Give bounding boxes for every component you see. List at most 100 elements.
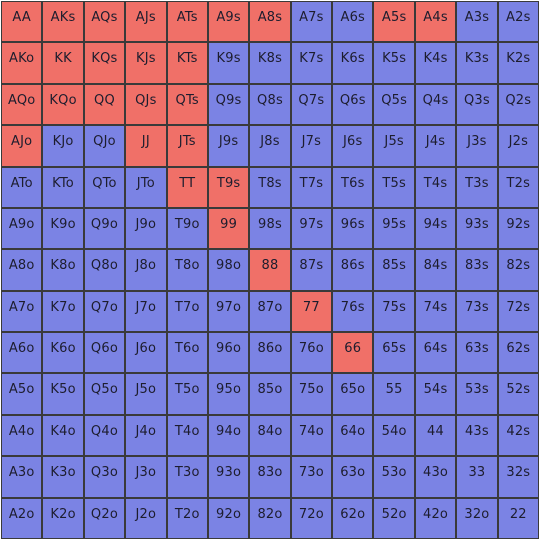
hand-cell-j9o[interactable]: J9o bbox=[126, 208, 166, 249]
hand-cell-qjo[interactable]: QJo bbox=[84, 126, 125, 166]
hand-cell-k2s[interactable]: K2s bbox=[498, 43, 538, 83]
hand-cell-53o[interactable]: 53o bbox=[374, 457, 414, 497]
hand-cell-73o[interactable]: 73o bbox=[291, 457, 332, 497]
hand-cell-t2s[interactable]: T2s bbox=[498, 167, 538, 207]
hand-cell-j6s[interactable]: J6s bbox=[333, 126, 373, 166]
hand-cell-jto[interactable]: JTo bbox=[126, 167, 166, 207]
hand-cell-j9s[interactable]: J9s bbox=[208, 126, 249, 166]
hand-cell-a7o[interactable]: A7o bbox=[2, 291, 42, 332]
hand-cell-jj[interactable]: JJ bbox=[126, 126, 166, 166]
hand-cell-52o[interactable]: 52o bbox=[374, 498, 414, 538]
hand-cell-t5s[interactable]: T5s bbox=[374, 167, 414, 207]
hand-cell-86s[interactable]: 86s bbox=[333, 250, 373, 290]
hand-cell-k7o[interactable]: K7o bbox=[43, 291, 83, 332]
hand-cell-j4o[interactable]: J4o bbox=[126, 415, 166, 456]
hand-cell-t4s[interactable]: T4s bbox=[415, 167, 456, 207]
hand-cell-98o[interactable]: 98o bbox=[208, 250, 249, 290]
hand-cell-a5s[interactable]: A5s bbox=[374, 2, 414, 42]
hand-cell-q8o[interactable]: Q8o bbox=[84, 250, 125, 290]
hand-cell-66[interactable]: 66 bbox=[333, 333, 373, 373]
hand-cell-97o[interactable]: 97o bbox=[208, 291, 249, 332]
hand-cell-k2o[interactable]: K2o bbox=[43, 498, 83, 538]
hand-cell-j6o[interactable]: J6o bbox=[126, 333, 166, 373]
hand-cell-84o[interactable]: 84o bbox=[250, 415, 290, 456]
hand-cell-k8o[interactable]: K8o bbox=[43, 250, 83, 290]
hand-cell-92o[interactable]: 92o bbox=[208, 498, 249, 538]
hand-cell-k9s[interactable]: K9s bbox=[208, 43, 249, 83]
hand-cell-94s[interactable]: 94s bbox=[415, 208, 456, 249]
hand-cell-85s[interactable]: 85s bbox=[374, 250, 414, 290]
hand-cell-t7s[interactable]: T7s bbox=[291, 167, 332, 207]
hand-cell-77[interactable]: 77 bbox=[291, 291, 332, 332]
hand-cell-a3s[interactable]: A3s bbox=[457, 2, 497, 42]
hand-cell-93o[interactable]: 93o bbox=[208, 457, 249, 497]
hand-cell-a2s[interactable]: A2s bbox=[498, 2, 538, 42]
hand-cell-k6s[interactable]: K6s bbox=[333, 43, 373, 83]
hand-cell-83s[interactable]: 83s bbox=[457, 250, 497, 290]
hand-cell-j4s[interactable]: J4s bbox=[415, 126, 456, 166]
hand-cell-j3s[interactable]: J3s bbox=[457, 126, 497, 166]
hand-cell-75s[interactable]: 75s bbox=[374, 291, 414, 332]
hand-cell-t9o[interactable]: T9o bbox=[167, 208, 207, 249]
hand-cell-74s[interactable]: 74s bbox=[415, 291, 456, 332]
hand-cell-33[interactable]: 33 bbox=[457, 457, 497, 497]
hand-cell-qjs[interactable]: QJs bbox=[126, 84, 166, 125]
hand-cell-42o[interactable]: 42o bbox=[415, 498, 456, 538]
hand-cell-43o[interactable]: 43o bbox=[415, 457, 456, 497]
hand-cell-k7s[interactable]: K7s bbox=[291, 43, 332, 83]
hand-cell-qts[interactable]: QTs bbox=[167, 84, 207, 125]
hand-cell-qto[interactable]: QTo bbox=[84, 167, 125, 207]
hand-cell-92s[interactable]: 92s bbox=[498, 208, 538, 249]
hand-cell-kts[interactable]: KTs bbox=[167, 43, 207, 83]
hand-cell-j7o[interactable]: J7o bbox=[126, 291, 166, 332]
hand-cell-a8o[interactable]: A8o bbox=[2, 250, 42, 290]
hand-cell-q8s[interactable]: Q8s bbox=[250, 84, 290, 125]
hand-cell-j2s[interactable]: J2s bbox=[498, 126, 538, 166]
hand-cell-72o[interactable]: 72o bbox=[291, 498, 332, 538]
hand-cell-k6o[interactable]: K6o bbox=[43, 333, 83, 373]
hand-cell-ako[interactable]: AKo bbox=[2, 43, 42, 83]
hand-cell-q5o[interactable]: Q5o bbox=[84, 374, 125, 414]
hand-cell-74o[interactable]: 74o bbox=[291, 415, 332, 456]
hand-cell-a4s[interactable]: A4s bbox=[415, 2, 456, 42]
hand-cell-t4o[interactable]: T4o bbox=[167, 415, 207, 456]
hand-cell-kk[interactable]: KK bbox=[43, 43, 83, 83]
hand-cell-j3o[interactable]: J3o bbox=[126, 457, 166, 497]
hand-cell-95s[interactable]: 95s bbox=[374, 208, 414, 249]
hand-cell-q7o[interactable]: Q7o bbox=[84, 291, 125, 332]
hand-cell-82o[interactable]: 82o bbox=[250, 498, 290, 538]
hand-cell-t8o[interactable]: T8o bbox=[167, 250, 207, 290]
hand-cell-kjs[interactable]: KJs bbox=[126, 43, 166, 83]
hand-cell-a6o[interactable]: A6o bbox=[2, 333, 42, 373]
hand-cell-44[interactable]: 44 bbox=[415, 415, 456, 456]
hand-cell-a3o[interactable]: A3o bbox=[2, 457, 42, 497]
hand-cell-q4o[interactable]: Q4o bbox=[84, 415, 125, 456]
hand-cell-a6s[interactable]: A6s bbox=[333, 2, 373, 42]
hand-cell-t6o[interactable]: T6o bbox=[167, 333, 207, 373]
hand-cell-75o[interactable]: 75o bbox=[291, 374, 332, 414]
hand-cell-76o[interactable]: 76o bbox=[291, 333, 332, 373]
hand-cell-jts[interactable]: JTs bbox=[167, 126, 207, 166]
hand-cell-22[interactable]: 22 bbox=[498, 498, 538, 538]
hand-cell-62s[interactable]: 62s bbox=[498, 333, 538, 373]
hand-cell-96o[interactable]: 96o bbox=[208, 333, 249, 373]
hand-cell-ajo[interactable]: AJo bbox=[2, 126, 42, 166]
hand-cell-kqo[interactable]: KQo bbox=[43, 84, 83, 125]
hand-cell-j2o[interactable]: J2o bbox=[126, 498, 166, 538]
hand-cell-aqs[interactable]: AQs bbox=[84, 2, 125, 42]
hand-cell-97s[interactable]: 97s bbox=[291, 208, 332, 249]
hand-cell-ajs[interactable]: AJs bbox=[126, 2, 166, 42]
hand-cell-ats[interactable]: ATs bbox=[167, 2, 207, 42]
hand-cell-tt[interactable]: TT bbox=[167, 167, 207, 207]
hand-cell-kqs[interactable]: KQs bbox=[84, 43, 125, 83]
hand-cell-62o[interactable]: 62o bbox=[333, 498, 373, 538]
hand-cell-96s[interactable]: 96s bbox=[333, 208, 373, 249]
hand-cell-q2o[interactable]: Q2o bbox=[84, 498, 125, 538]
hand-cell-q3s[interactable]: Q3s bbox=[457, 84, 497, 125]
hand-cell-43s[interactable]: 43s bbox=[457, 415, 497, 456]
hand-cell-aks[interactable]: AKs bbox=[43, 2, 83, 42]
hand-cell-73s[interactable]: 73s bbox=[457, 291, 497, 332]
hand-cell-q4s[interactable]: Q4s bbox=[415, 84, 456, 125]
hand-cell-87s[interactable]: 87s bbox=[291, 250, 332, 290]
hand-cell-72s[interactable]: 72s bbox=[498, 291, 538, 332]
